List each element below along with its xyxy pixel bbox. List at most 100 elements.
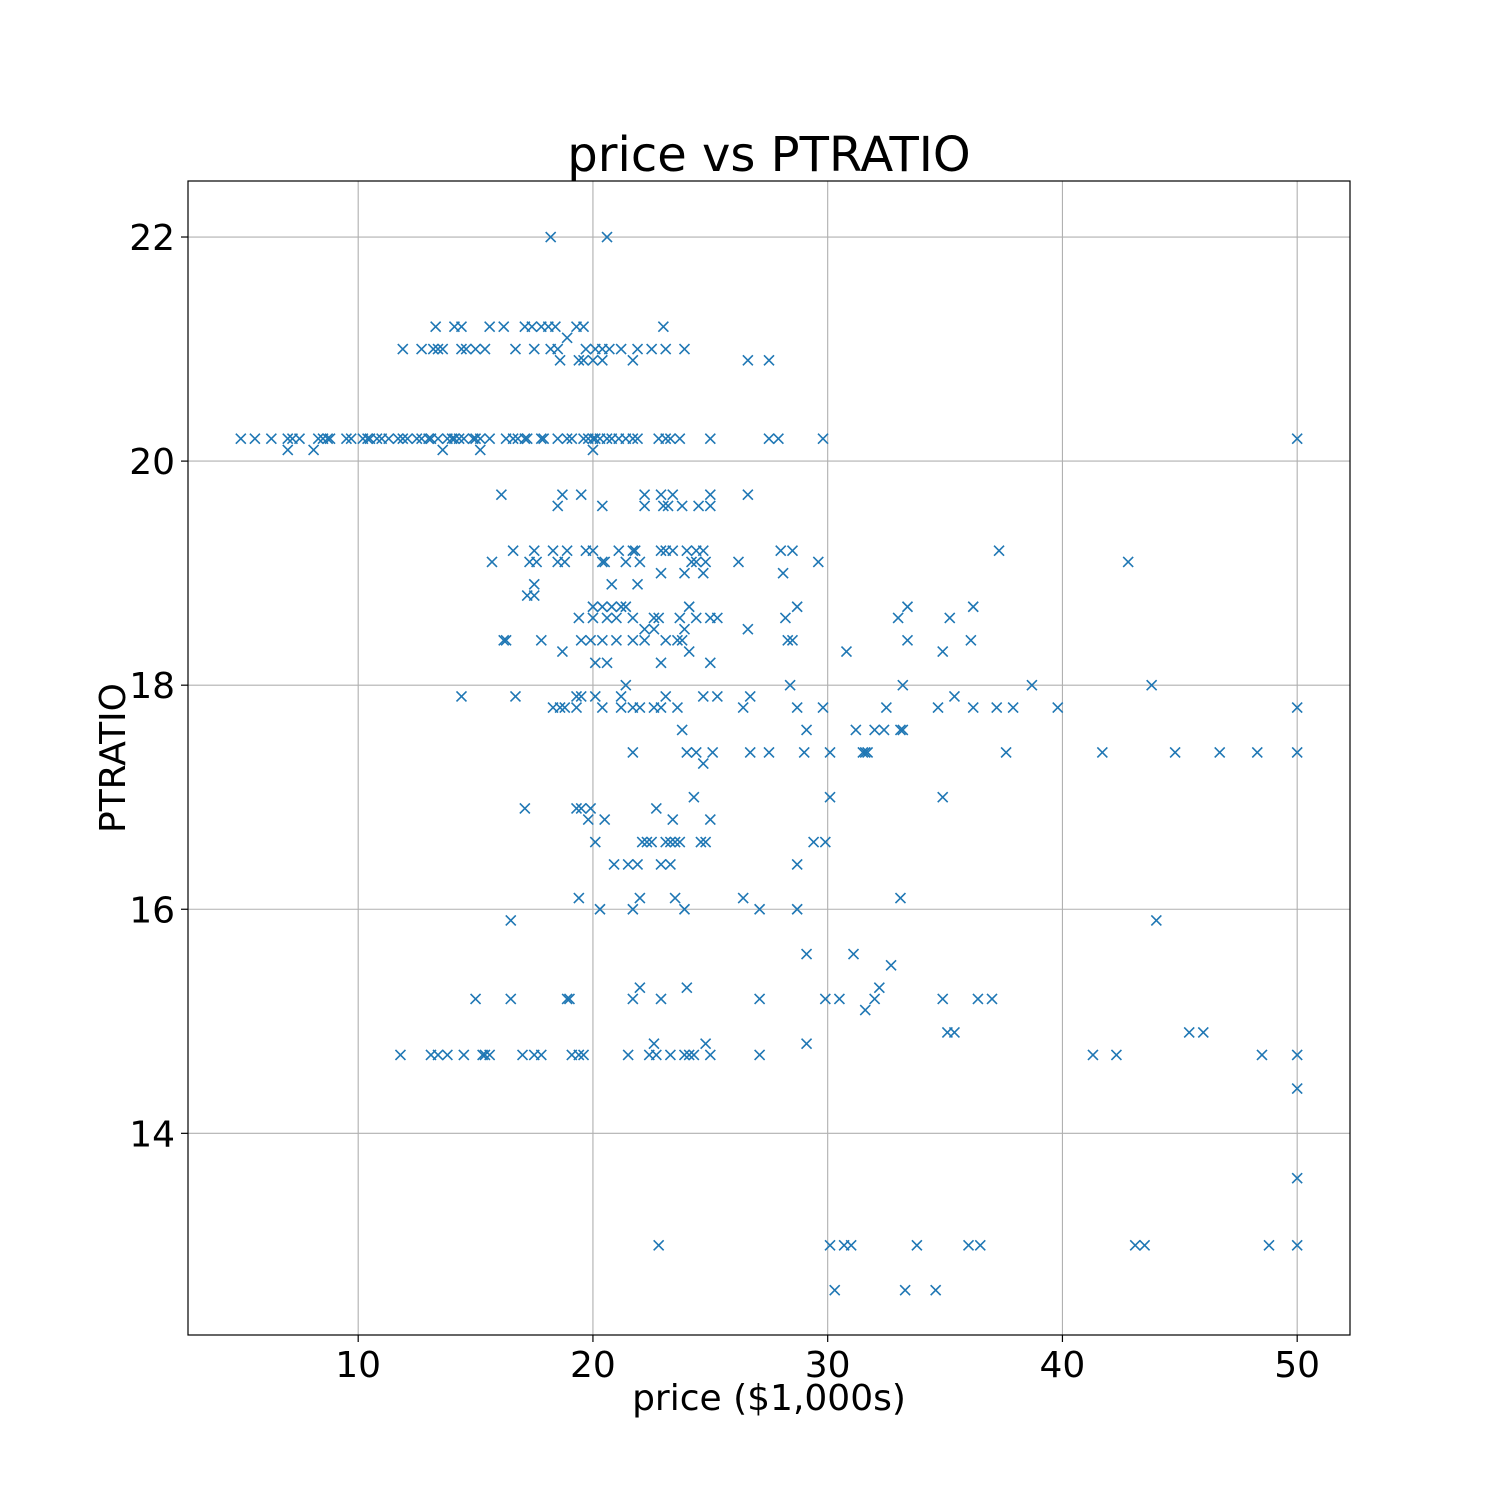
data-point: [824, 1239, 836, 1251]
data-point: [697, 758, 709, 770]
y-tick-label: 16: [129, 890, 175, 931]
data-point: [754, 903, 766, 915]
data-point: [930, 1284, 942, 1296]
data-point: [561, 332, 573, 344]
y-tick-label: 22: [129, 218, 175, 259]
data-point: [474, 433, 486, 445]
data-point: [742, 623, 754, 635]
data-point: [824, 746, 836, 758]
data-point: [552, 343, 564, 355]
data-point: [829, 1284, 841, 1296]
data-point: [362, 433, 374, 445]
data-point: [636, 836, 648, 848]
data-point: [676, 500, 688, 512]
data-point: [596, 601, 608, 613]
data-point: [458, 433, 470, 445]
data-point: [937, 645, 949, 658]
data-point: [401, 433, 414, 445]
data-point: [631, 433, 644, 445]
data-point: [892, 612, 904, 624]
data-point: [345, 433, 357, 445]
data-point: [1129, 1239, 1141, 1251]
data-point: [847, 948, 860, 960]
data-point: [1291, 433, 1303, 445]
data-point: [660, 433, 672, 445]
data-point: [965, 634, 977, 646]
data-point: [620, 601, 632, 613]
data-point: [575, 690, 587, 702]
data-point: [559, 702, 571, 714]
data-point: [554, 702, 566, 714]
data-point: [700, 836, 712, 848]
data-point: [859, 1004, 871, 1016]
data-point: [570, 802, 583, 814]
data-point: [556, 489, 568, 501]
y-tick-label: 20: [129, 442, 175, 483]
data-point: [911, 1239, 923, 1251]
data-point: [587, 545, 599, 557]
data-point: [552, 433, 564, 445]
data-point: [479, 1049, 491, 1061]
data-point: [1183, 1026, 1195, 1039]
data-point: [819, 836, 831, 848]
x-tick-label: 30: [805, 1345, 851, 1386]
data-point: [786, 545, 799, 557]
data-point: [397, 343, 409, 355]
data-point: [441, 1049, 453, 1061]
data-point: [993, 545, 1005, 557]
data-point: [1197, 1026, 1209, 1039]
data-point: [1150, 914, 1162, 927]
data-point: [324, 433, 336, 445]
data-point: [437, 444, 449, 456]
data-point: [535, 1049, 547, 1061]
data-point: [798, 746, 810, 758]
data-point: [627, 903, 639, 915]
data-point: [1146, 679, 1158, 691]
data-point: [667, 814, 679, 826]
data-point: [681, 982, 693, 994]
x-tick-label: 10: [335, 1345, 381, 1386]
data-point: [484, 433, 496, 445]
data-point: [639, 500, 651, 512]
data-point: [589, 690, 601, 702]
data-point: [800, 724, 813, 736]
data-point: [627, 545, 639, 557]
data-point: [697, 690, 709, 702]
data-point: [622, 1049, 634, 1061]
data-point: [582, 814, 594, 826]
data-point: [742, 354, 754, 366]
data-point: [674, 836, 686, 848]
data-point: [683, 601, 695, 613]
data-point: [371, 433, 383, 445]
data-point: [678, 623, 691, 635]
data-point: [585, 634, 597, 646]
data-point: [631, 578, 644, 590]
data-point: [500, 634, 512, 646]
data-point: [782, 634, 794, 646]
data-point: [690, 746, 702, 758]
data-point: [561, 545, 573, 557]
data-point: [634, 702, 646, 714]
data-point: [732, 556, 745, 568]
data-point: [897, 724, 909, 736]
data-point: [901, 601, 914, 613]
data-point: [664, 836, 676, 848]
data-point: [570, 702, 583, 714]
data-point: [967, 601, 979, 613]
y-tick-label: 14: [129, 1114, 175, 1155]
data-point: [744, 746, 756, 758]
data-point: [575, 802, 587, 814]
data-point: [742, 489, 754, 501]
data-point: [664, 1049, 676, 1061]
data-point: [599, 814, 611, 826]
data-point: [690, 556, 702, 568]
data-point: [622, 858, 634, 871]
data-point: [772, 433, 784, 445]
data-point: [655, 489, 667, 501]
data-point: [606, 601, 618, 613]
marks-layer: [235, 231, 1303, 1296]
data-point: [1291, 1049, 1303, 1061]
data-point: [470, 343, 482, 355]
data-point: [615, 702, 627, 714]
